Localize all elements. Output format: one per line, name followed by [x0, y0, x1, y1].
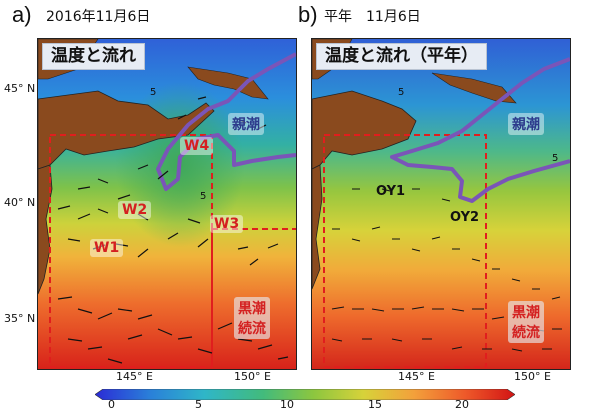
- region-w4: W4: [180, 137, 214, 155]
- panel-a-date: 2016年11月6日: [46, 9, 151, 25]
- colorbar: [94, 385, 516, 401]
- map-panel-a: 5 5 温度と流れ W4 W2 W3 W1 親潮 黒潮 続流: [37, 38, 297, 370]
- svg-text:5: 5: [398, 87, 404, 98]
- current-arrows-a: [57, 96, 289, 364]
- region-oyashio-b: 親潮: [508, 113, 544, 135]
- lon-label-b-150: 150° E: [514, 370, 551, 383]
- region-oyashio-a: 親潮: [228, 113, 264, 135]
- region-w3: W3: [210, 215, 244, 233]
- region-w1: W1: [90, 239, 124, 257]
- region-kuroshio-b: 黒潮 続流: [508, 301, 544, 343]
- panel-b-title: 温度と流れ（平年）: [316, 43, 487, 70]
- colorbar-tick-15: 15: [368, 398, 382, 411]
- region-kuroshio-a: 黒潮 続流: [234, 297, 270, 339]
- lat-label-40: 40° N: [4, 196, 36, 209]
- region-oy1: OY1: [376, 184, 406, 199]
- svg-text:5: 5: [150, 87, 156, 98]
- colorbar-tick-0: 0: [108, 398, 115, 411]
- panel-a-letter: a): [12, 2, 32, 27]
- colorbar-tick-10: 10: [280, 398, 294, 411]
- panel-a-title: 温度と流れ: [42, 43, 145, 70]
- lat-label-35: 35° N: [4, 312, 36, 325]
- svg-text:5: 5: [200, 191, 206, 202]
- region-w2: W2: [118, 201, 152, 219]
- panel-b-date: 平年 11月6日: [324, 9, 421, 25]
- lon-label-b-145: 145° E: [398, 370, 435, 383]
- colorbar-tick-20: 20: [455, 398, 469, 411]
- colorbar-tick-5: 5: [195, 398, 202, 411]
- region-oy2: OY2: [450, 210, 480, 225]
- colorbar-svg: [94, 388, 516, 401]
- lat-label-45: 45° N: [4, 82, 36, 95]
- panel-b-letter: b): [298, 2, 318, 27]
- lon-label-a-150: 150° E: [234, 370, 271, 383]
- svg-text:5: 5: [552, 153, 558, 164]
- map-panel-b: 5 5 温度と流れ（平年） OY1 OY2 親潮 黒潮 続流: [311, 38, 571, 370]
- lon-label-a-145: 145° E: [116, 370, 153, 383]
